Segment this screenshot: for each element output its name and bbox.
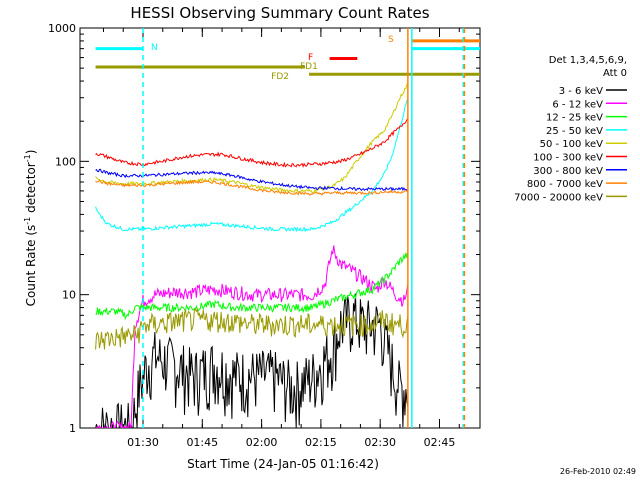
- legend-label: 12 - 25 keV: [546, 113, 603, 124]
- legend-label: 6 - 12 keV: [552, 99, 603, 110]
- y-tick-label: 1000: [48, 22, 76, 35]
- series-group: [95, 28, 480, 428]
- series-line: [95, 293, 409, 428]
- y-axis-label-sup1: -1: [23, 217, 32, 225]
- bar-label: S: [388, 35, 394, 45]
- x-tick-label: 01:45: [186, 436, 218, 449]
- legend-header-line2: Att 0: [603, 68, 627, 79]
- y-axis-label-sup2: -1: [23, 154, 32, 162]
- series-line: [95, 251, 409, 321]
- series-line: [95, 98, 409, 233]
- y-tick-label: 10: [62, 289, 76, 302]
- y-tick-label: 1: [69, 422, 76, 435]
- plot-area: 1 10 100 1000 01:30 01:45 02:00 02:15 02:30 02:45…: [48, 22, 627, 449]
- legend-label: 25 - 50 keV: [546, 126, 603, 137]
- bar-label: F: [308, 53, 313, 63]
- legend-label: 3 - 6 keV: [559, 86, 603, 97]
- footer-date: 26-Feb-2010 02:49: [560, 467, 636, 476]
- legend-header-line1: Det 1,3,4,5,6,9,: [549, 55, 627, 66]
- series-line: [95, 118, 409, 168]
- y-axis-label: Count Rate (s-1 detector-1): [23, 150, 38, 307]
- plot-frame: [79, 27, 481, 429]
- x-tick-label: 02:15: [305, 436, 337, 449]
- bar-label: N: [151, 43, 158, 53]
- x-tick-label: 02:45: [424, 436, 456, 449]
- bar-label: FD2: [271, 72, 289, 82]
- legend-label: 100 - 300 keV: [533, 153, 603, 164]
- y-axis-label-main: Count Rate (s: [24, 225, 38, 307]
- legend-label: 800 - 7000 keV: [527, 179, 603, 190]
- legend-label: 7000 - 20000 keV: [514, 192, 603, 203]
- bar-label: FD1: [300, 62, 318, 72]
- chart-title: HESSI Observing Summary Count Rates: [130, 4, 429, 22]
- series-line: [95, 179, 409, 196]
- x-axis-label: Start Time (24-Jan-05 01:16:42): [187, 457, 379, 471]
- x-tick-label: 02:30: [364, 436, 396, 449]
- y-axis-label-end: ): [24, 150, 38, 155]
- x-tick-label: 01:30: [127, 436, 159, 449]
- series-line: [95, 168, 408, 192]
- legend-label: 50 - 100 keV: [540, 139, 604, 150]
- y-tick-label: 100: [55, 155, 76, 168]
- series-line: [95, 307, 409, 350]
- series-line: [95, 245, 409, 428]
- legend-label: 300 - 800 keV: [533, 166, 603, 177]
- y-axis-label-mid: detector: [24, 162, 38, 217]
- x-tick-label: 02:00: [246, 436, 278, 449]
